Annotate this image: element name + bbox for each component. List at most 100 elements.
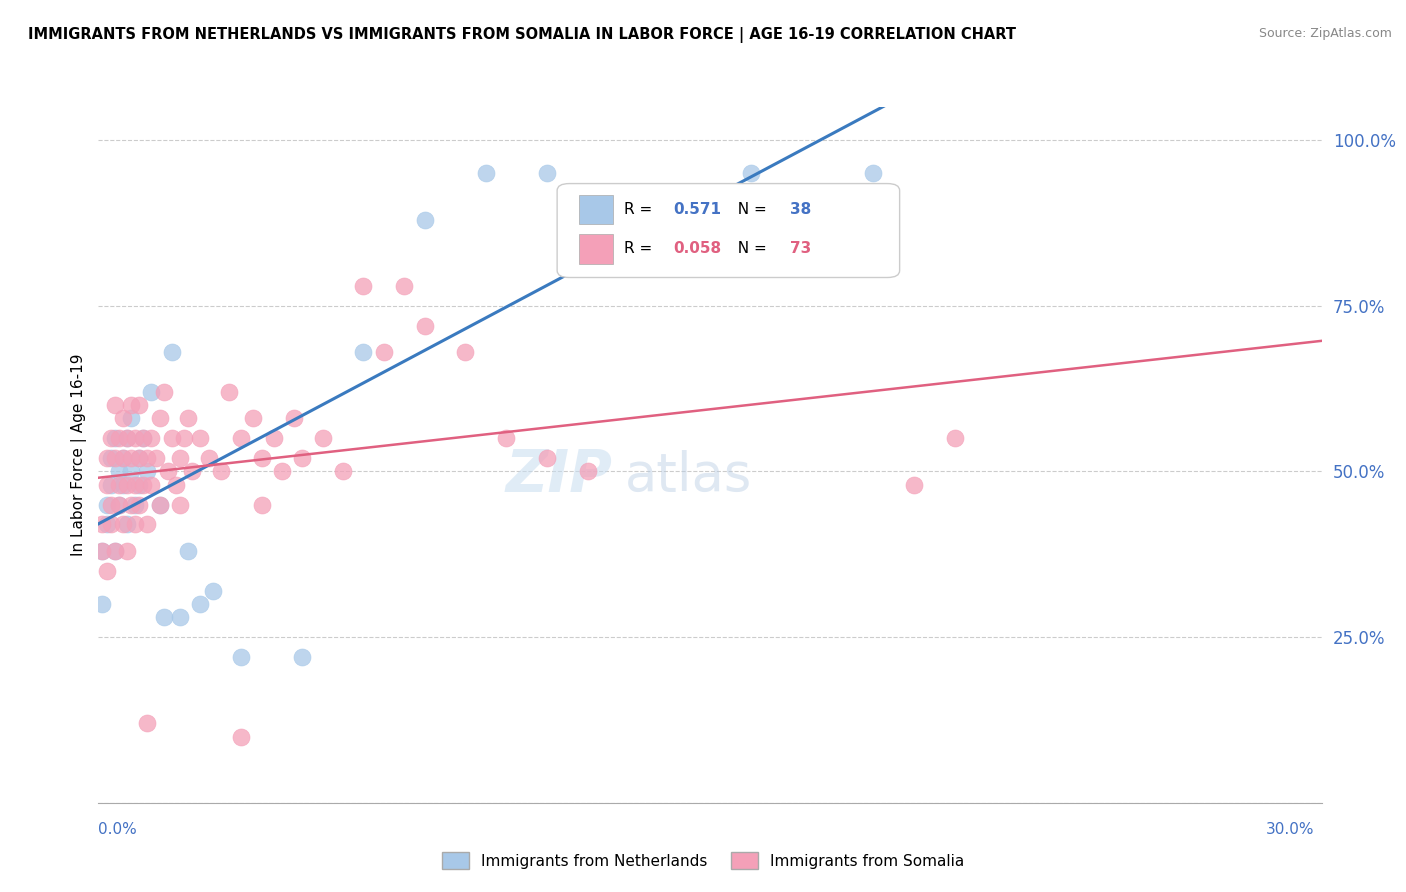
Point — [160, 345, 183, 359]
Point — [218, 384, 240, 399]
Point — [392, 279, 416, 293]
Point — [108, 465, 131, 479]
Point — [115, 544, 138, 558]
Point — [124, 498, 146, 512]
Point — [413, 318, 436, 333]
Point — [132, 477, 155, 491]
Point — [91, 544, 114, 558]
Text: 0.0%: 0.0% — [98, 822, 138, 837]
Point — [100, 477, 122, 491]
Point — [96, 498, 118, 512]
Point — [136, 517, 159, 532]
Point — [169, 451, 191, 466]
Text: Source: ZipAtlas.com: Source: ZipAtlas.com — [1258, 27, 1392, 40]
Point — [115, 477, 138, 491]
Point — [145, 451, 167, 466]
Point — [120, 411, 142, 425]
Point — [108, 477, 131, 491]
Point — [576, 465, 599, 479]
Point — [169, 498, 191, 512]
Legend: Immigrants from Netherlands, Immigrants from Somalia: Immigrants from Netherlands, Immigrants … — [436, 846, 970, 875]
Point — [242, 411, 264, 425]
Point — [231, 650, 253, 665]
Text: atlas: atlas — [624, 450, 752, 502]
FancyBboxPatch shape — [557, 184, 900, 277]
Point — [132, 431, 155, 445]
Point — [96, 517, 118, 532]
Text: 38: 38 — [790, 202, 811, 217]
Point — [149, 498, 172, 512]
Point — [132, 431, 155, 445]
Point — [104, 451, 127, 466]
Point — [100, 431, 122, 445]
Point — [104, 431, 127, 445]
Point — [128, 398, 150, 412]
Point — [128, 498, 150, 512]
Point — [943, 431, 966, 445]
Point — [96, 477, 118, 491]
Point — [149, 411, 172, 425]
Point — [141, 431, 163, 445]
Point — [128, 451, 150, 466]
Point — [250, 451, 273, 466]
Text: 30.0%: 30.0% — [1267, 822, 1315, 837]
Bar — [579, 194, 613, 224]
Point — [120, 465, 142, 479]
Point — [108, 498, 131, 512]
Text: ZIP: ZIP — [505, 447, 612, 504]
Point — [100, 517, 122, 532]
Point — [177, 544, 200, 558]
Point — [104, 398, 127, 412]
Point — [231, 730, 253, 744]
Point — [104, 544, 127, 558]
Point — [111, 477, 134, 491]
Text: R =: R = — [624, 202, 658, 217]
Point — [177, 411, 200, 425]
Point — [141, 477, 163, 491]
Y-axis label: In Labor Force | Age 16-19: In Labor Force | Age 16-19 — [72, 353, 87, 557]
Point — [181, 465, 204, 479]
Bar — [579, 235, 613, 263]
Point — [111, 451, 134, 466]
Point — [96, 564, 118, 578]
Point — [373, 345, 395, 359]
Point — [740, 166, 762, 180]
Point — [152, 384, 174, 399]
Point — [188, 431, 212, 445]
Point — [474, 166, 498, 180]
Point — [91, 544, 114, 558]
Point — [536, 166, 558, 180]
Point — [111, 411, 134, 425]
Point — [128, 451, 150, 466]
Point — [124, 477, 146, 491]
Point — [617, 252, 640, 267]
Point — [413, 212, 436, 227]
Text: N =: N = — [728, 241, 772, 256]
Point — [124, 517, 146, 532]
Point — [149, 498, 172, 512]
Point — [862, 166, 884, 180]
Point — [108, 498, 131, 512]
Point — [124, 431, 146, 445]
Point — [201, 583, 224, 598]
Point — [352, 279, 374, 293]
Point — [136, 451, 159, 466]
Point — [169, 610, 191, 624]
Text: 0.058: 0.058 — [673, 241, 721, 256]
Point — [197, 451, 219, 466]
Point — [454, 345, 477, 359]
Point — [173, 431, 195, 445]
Text: R =: R = — [624, 241, 658, 256]
Point — [291, 650, 314, 665]
Text: IMMIGRANTS FROM NETHERLANDS VS IMMIGRANTS FROM SOMALIA IN LABOR FORCE | AGE 16-1: IMMIGRANTS FROM NETHERLANDS VS IMMIGRANT… — [28, 27, 1017, 43]
Text: N =: N = — [728, 202, 772, 217]
Point — [120, 398, 142, 412]
Point — [136, 465, 159, 479]
Point — [903, 477, 925, 491]
Point — [536, 451, 558, 466]
Point — [115, 431, 138, 445]
Point — [332, 465, 354, 479]
Point — [91, 597, 114, 611]
Point — [100, 451, 122, 466]
Point — [160, 431, 183, 445]
